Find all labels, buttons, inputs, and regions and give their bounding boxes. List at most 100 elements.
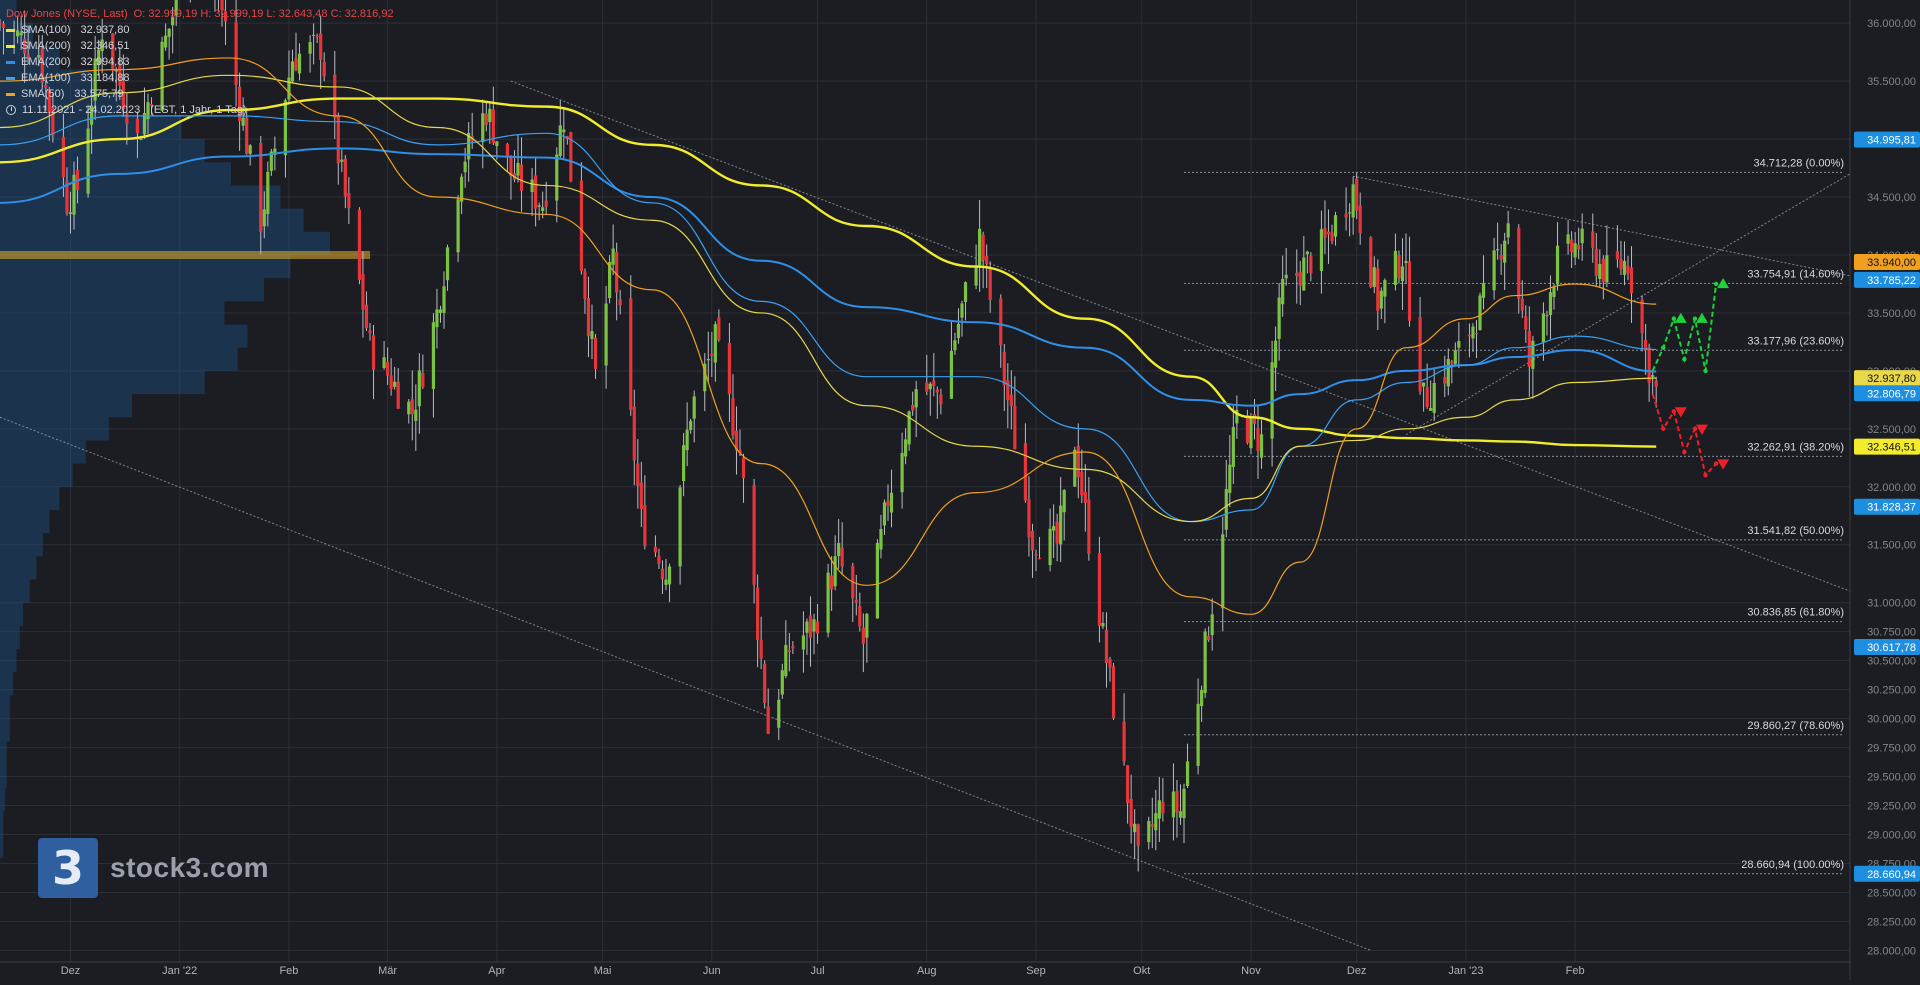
candle (114, 67, 118, 102)
candle-body (956, 323, 961, 339)
candle-body (97, 49, 101, 66)
candle-body (1404, 261, 1408, 264)
candle-body (555, 154, 559, 201)
candle-body (636, 463, 640, 486)
candle-body (164, 35, 168, 48)
candle (1446, 348, 1450, 396)
candle-body (1076, 446, 1080, 478)
candle-body (371, 335, 376, 370)
x-tick-label: Mär (378, 965, 397, 977)
candle-body (1034, 554, 1038, 556)
candle-body (442, 286, 446, 313)
candle-body (1517, 227, 1521, 299)
trendline (510, 80, 1851, 592)
candle (1517, 224, 1521, 314)
x-tick-label: Jul (810, 965, 824, 977)
candle (636, 439, 640, 509)
candle (220, 0, 224, 27)
candle-body (579, 180, 584, 271)
candle-body (1252, 414, 1257, 424)
candle (805, 618, 809, 655)
volume-profile-bar (0, 324, 248, 348)
candle (1122, 693, 1126, 766)
candle-body (879, 528, 883, 550)
fib-level-label: 30.836,85 (61.80%) (1747, 607, 1844, 619)
candle-body (1450, 361, 1454, 364)
candle (1154, 789, 1158, 851)
candle-body (791, 646, 795, 649)
candle-body (407, 401, 411, 415)
x-tick-label: Okt (1133, 965, 1150, 977)
candle-body (410, 399, 414, 414)
candle-body (787, 650, 791, 653)
legend-item-sma100[interactable]: SMA(100) 32.937,80 (6, 22, 394, 38)
candle-body (431, 322, 436, 389)
candle-body (1383, 280, 1387, 297)
candle (1087, 477, 1091, 561)
candle-body (801, 635, 806, 650)
candle (889, 469, 894, 528)
candle-body (1111, 666, 1116, 719)
candle (791, 641, 795, 654)
candle (1305, 250, 1309, 274)
candle (1200, 685, 1204, 722)
candle (100, 18, 104, 74)
candle (1481, 255, 1486, 310)
legend-item-ema200[interactable]: EMA(200) 32.994,83 (6, 54, 394, 70)
candle-body (1178, 811, 1183, 818)
candle-body (1629, 267, 1634, 294)
candle-body (269, 151, 273, 171)
candle (741, 453, 746, 503)
candle (421, 354, 425, 389)
legend-swatch (6, 92, 15, 96)
candle (1548, 275, 1553, 340)
candle (1062, 489, 1066, 541)
candle-body (336, 116, 340, 164)
candle (1541, 302, 1546, 361)
candle (727, 323, 732, 422)
candle-body (882, 502, 887, 526)
candle-body (160, 41, 164, 111)
volume-profile-bar (0, 556, 37, 580)
candle (999, 294, 1003, 368)
candle (368, 323, 372, 341)
y-tick-label: 30.500,00 (1867, 656, 1916, 668)
candle-body (569, 132, 573, 182)
legend-item-ema100[interactable]: EMA(100) 33.184,88 (6, 70, 394, 86)
candle-body (361, 274, 365, 310)
candle-body (949, 350, 954, 399)
candle (467, 122, 471, 182)
price-tag-label: 28.660,94 (1867, 869, 1916, 881)
candle-body (114, 69, 118, 72)
candle-body (68, 212, 73, 215)
candle-body (1108, 658, 1112, 668)
candle (643, 475, 647, 550)
candle-body (1425, 387, 1429, 408)
candle-body (703, 363, 707, 392)
candle (1570, 231, 1574, 269)
projection-down-path-arrow (1717, 459, 1730, 470)
y-tick-label: 28.250,00 (1867, 916, 1916, 928)
candle (911, 391, 915, 416)
candle (787, 632, 791, 672)
candle (1605, 225, 1609, 288)
legend-item-sma200[interactable]: SMA(200) 32.346,51 (6, 38, 394, 54)
x-tick-label: Aug (917, 965, 937, 977)
candle (1355, 172, 1359, 220)
candle-body (1520, 298, 1524, 311)
candle (393, 366, 397, 390)
fib-level-label: 32.262,91 (38.20%) (1747, 441, 1844, 453)
y-tick-label: 28.500,00 (1867, 887, 1916, 899)
candle (1400, 238, 1405, 310)
candle-body (1002, 351, 1006, 385)
candle-body (886, 500, 890, 507)
candle (734, 406, 739, 475)
fib-level-label: 34.712,28 (0.00%) (1753, 157, 1844, 169)
legend-item-sma50[interactable]: SMA(50) 33.575,79 (6, 86, 394, 102)
candle-body (146, 102, 150, 120)
candle-body (234, 22, 238, 85)
candle (1319, 210, 1324, 294)
volume-profile-bar (0, 254, 291, 279)
